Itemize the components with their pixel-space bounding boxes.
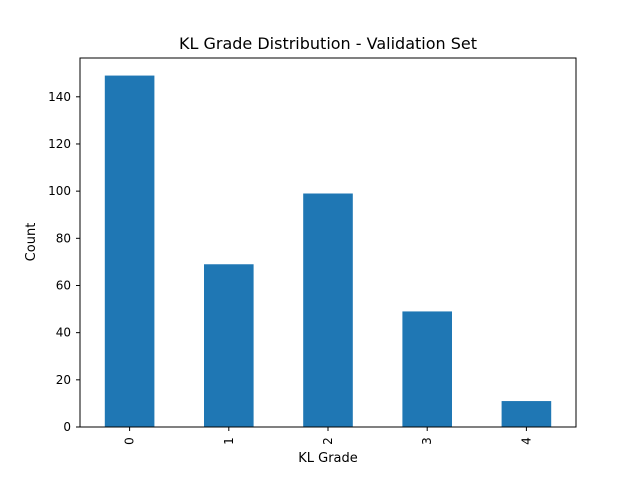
- y-tick-label: 20: [56, 373, 71, 387]
- x-tick-label: 4: [519, 437, 533, 445]
- bars-layer: [104, 75, 552, 427]
- y-tick-label: 60: [56, 278, 71, 292]
- x-axis-label: KL Grade: [298, 451, 358, 466]
- y-tick-label: 100: [48, 184, 71, 198]
- bar-2: [303, 193, 353, 427]
- y-tick-label: 140: [48, 90, 71, 104]
- x-tick-label: 0: [123, 437, 137, 445]
- y-tick-label: 120: [48, 137, 71, 151]
- x-tick-label: 1: [222, 437, 236, 445]
- bar-4: [501, 401, 552, 427]
- y-axis-label: Count: [24, 223, 39, 262]
- y-tick-label: 80: [56, 231, 71, 245]
- y-axis: 0 20 40 60 80 100 120 140: [48, 90, 80, 434]
- x-axis: 0 1 2 3 4: [123, 427, 533, 445]
- x-tick-label: 2: [321, 437, 335, 445]
- x-tick-label: 3: [420, 437, 434, 445]
- bar-0: [104, 75, 155, 427]
- plot-area: 0 20 40 60 80 100 120 140 0 1 2 3 4: [48, 57, 577, 445]
- y-tick-label: 0: [63, 420, 71, 434]
- bar-1: [204, 264, 254, 427]
- y-tick-label: 40: [56, 326, 71, 340]
- bar-3: [402, 311, 452, 427]
- chart-title: KL Grade Distribution - Validation Set: [179, 34, 477, 53]
